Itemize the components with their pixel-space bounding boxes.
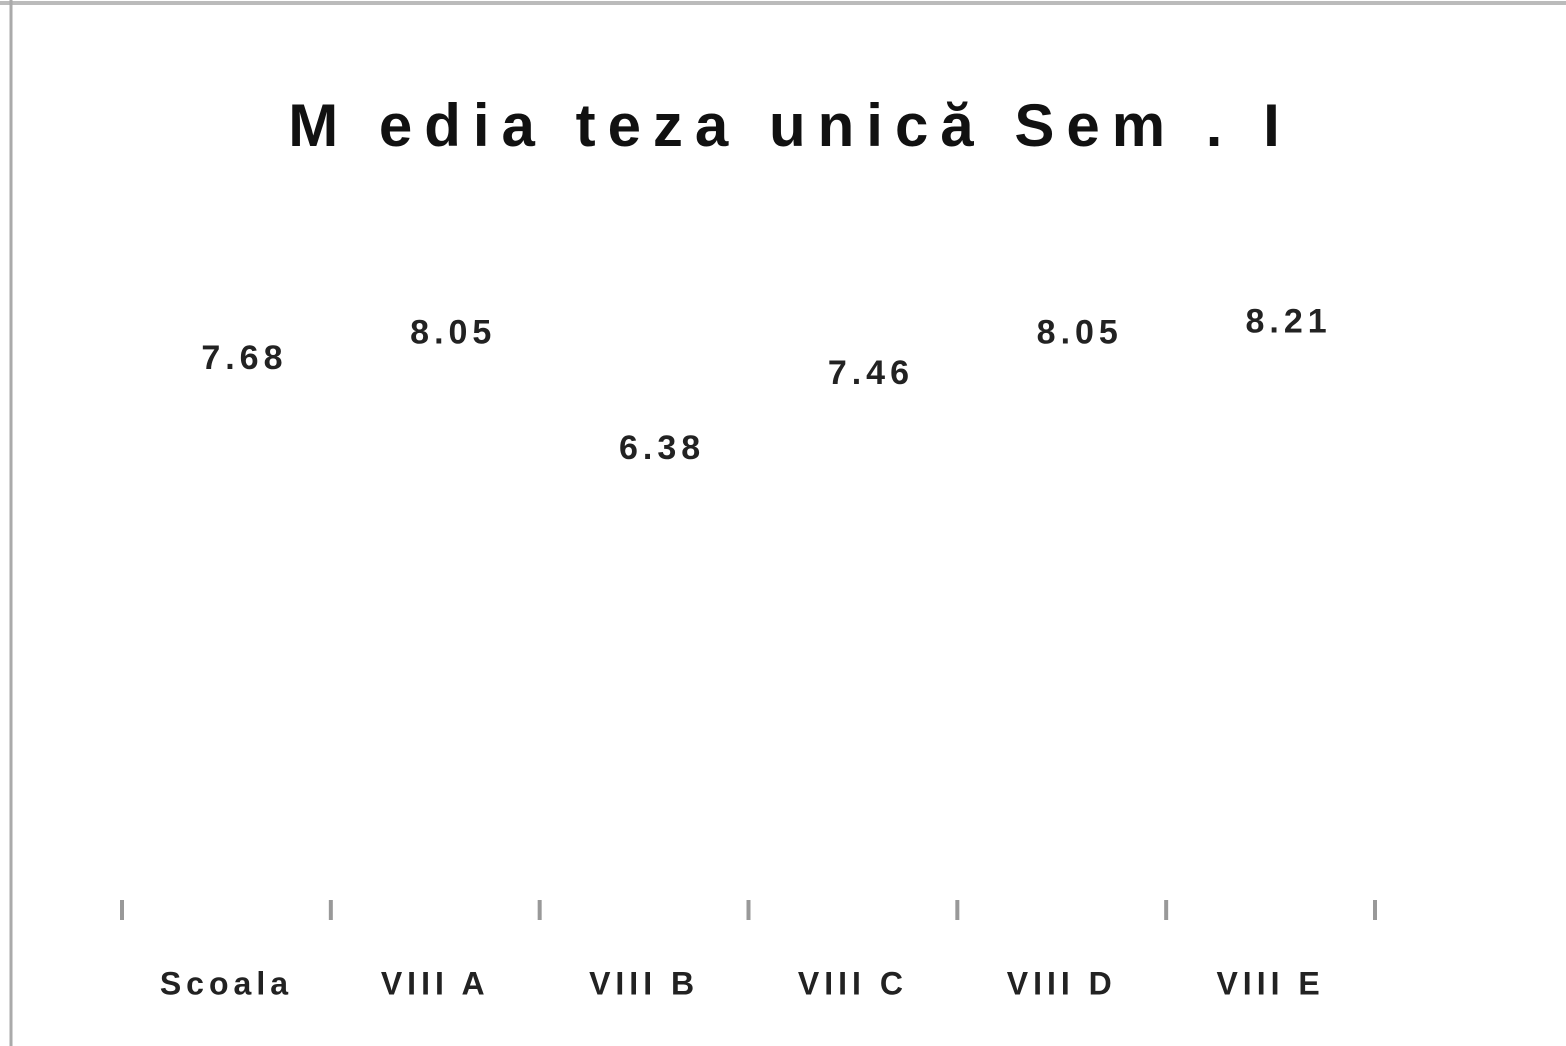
data-label: 8.05 bbox=[1037, 314, 1123, 352]
x-tick-label: VIII D bbox=[1007, 965, 1117, 1001]
x-tick-label: VIII C bbox=[798, 965, 908, 1001]
x-tick-label: VIII E bbox=[1216, 965, 1324, 1001]
bar bbox=[1207, 343, 1334, 910]
data-label: 6.38 bbox=[619, 429, 705, 467]
x-tick-label: Scoala bbox=[160, 965, 293, 1001]
data-label: 8.05 bbox=[410, 314, 496, 352]
bar bbox=[790, 395, 916, 910]
data-label: 8.21 bbox=[1245, 302, 1331, 340]
x-tick-label: VIII A bbox=[381, 965, 490, 1001]
data-label: 7.46 bbox=[828, 354, 914, 392]
bar bbox=[581, 469, 707, 910]
chart-title: M edia teza unică Sem . I bbox=[288, 92, 1292, 159]
bar bbox=[372, 354, 498, 910]
bar bbox=[999, 354, 1125, 910]
data-label: 7.68 bbox=[201, 339, 287, 377]
x-tick-label: VIII B bbox=[589, 965, 699, 1001]
bar bbox=[163, 380, 290, 911]
